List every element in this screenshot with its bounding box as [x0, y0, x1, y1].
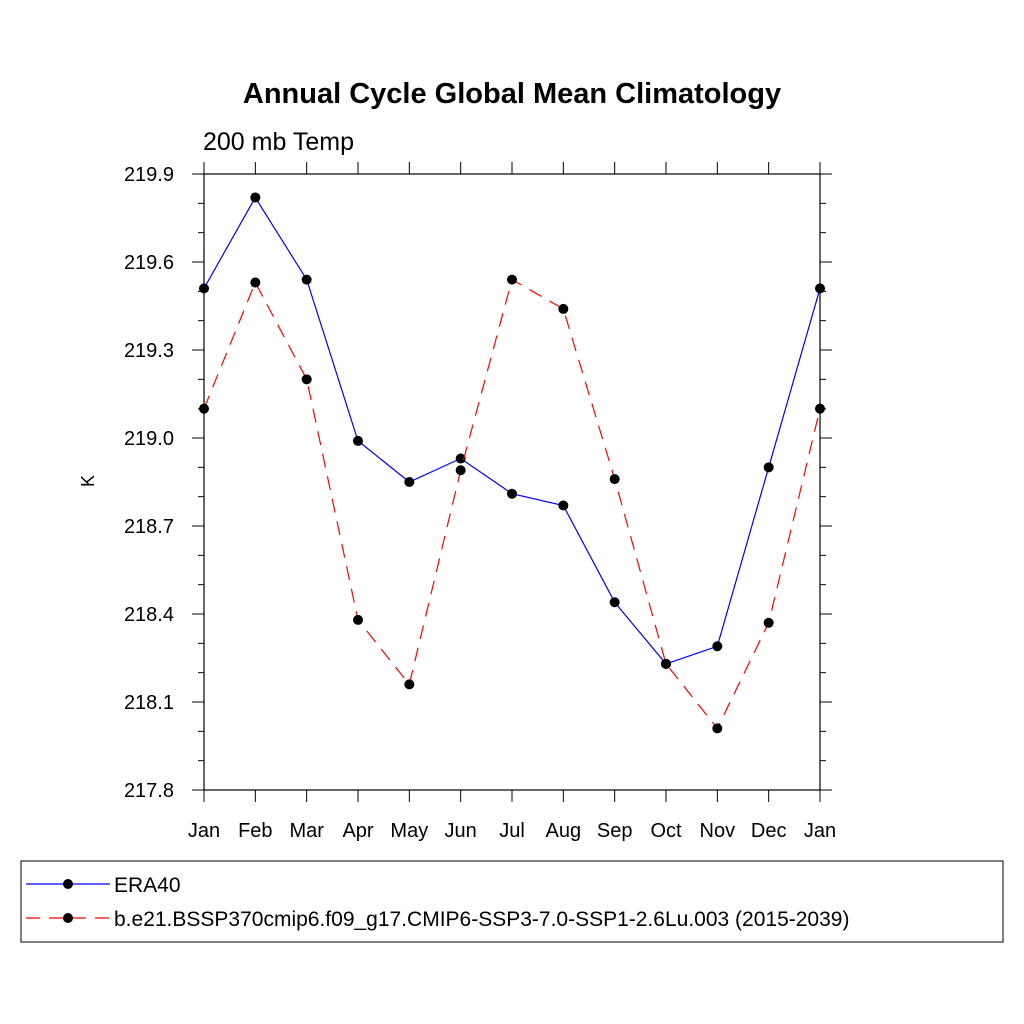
x-tick-label: Mar [289, 820, 324, 842]
data-point [199, 283, 209, 294]
y-tick-label: 219.0 [124, 428, 174, 450]
x-tick-label: Dec [751, 820, 787, 842]
legend-box [20, 860, 1004, 943]
y-tick-label: 218.4 [124, 604, 174, 626]
x-tick-label: May [390, 820, 428, 842]
plot-frame [203, 173, 821, 791]
data-point [609, 474, 620, 485]
x-tick-label: Oct [650, 820, 682, 842]
data-point [353, 435, 363, 446]
y-tick-label: 219.3 [124, 340, 174, 362]
series-group [199, 192, 825, 734]
data-point [815, 283, 825, 294]
y-tick-label: 219.6 [124, 252, 174, 274]
data-point [301, 374, 312, 385]
y-tick-labels: 217.8 218.1 218.4 218.7 219.0 219.3 219.6 219.9 [124, 164, 174, 802]
axis-ticks [192, 162, 832, 802]
y-axis-title: K [78, 475, 98, 487]
data-point [712, 723, 723, 734]
chart-title: Annual Cycle Global Mean Climatology [243, 78, 781, 110]
legend-marker [63, 913, 73, 923]
x-tick-label: Feb [238, 820, 272, 842]
y-tick-label: 217.8 [124, 780, 174, 802]
legend-label-2: b.e21.BSSP370cmip6.f09_g17.CMIP6-SSP3-7.… [114, 908, 849, 931]
x-tick-label: Jan [804, 820, 836, 842]
data-point [558, 500, 569, 511]
data-point [609, 597, 620, 608]
data-point [763, 617, 774, 628]
data-point [455, 453, 466, 464]
data-point [404, 679, 415, 690]
x-tick-label: Jan [188, 820, 220, 842]
y-tick-label: 219.9 [124, 164, 174, 186]
data-point [712, 641, 723, 652]
data-point [763, 462, 774, 473]
data-point [250, 277, 261, 288]
x-tick-label: Jun [445, 820, 477, 842]
legend: ERA40 b.e21.BSSP370cmip6.f09_g17.CMIP6-SS… [26, 874, 849, 931]
data-point [507, 488, 517, 499]
legend-label-1: ERA40 [114, 874, 181, 897]
data-point [301, 274, 312, 285]
series-line-2 [203, 278, 821, 730]
data-point [815, 403, 825, 414]
legend-marker [63, 879, 73, 889]
y-tick-label: 218.7 [124, 516, 174, 538]
data-point [507, 274, 517, 285]
x-tick-labels: Jan Feb Mar Apr May Jun Jul Aug Sep Oct Nov Dec Jan [188, 820, 836, 842]
data-point [250, 192, 261, 203]
data-point [558, 303, 569, 314]
x-tick-label: Jul [499, 820, 525, 842]
data-point [661, 658, 671, 669]
x-tick-label: Aug [546, 820, 582, 842]
data-point [353, 614, 363, 625]
data-point [404, 477, 415, 487]
data-point [199, 403, 209, 414]
y-tick-label: 218.1 [124, 692, 174, 714]
data-point [455, 465, 466, 476]
chart-subtitle: 200 mb Temp [203, 128, 354, 156]
x-tick-label: Sep [597, 820, 633, 842]
x-tick-label: Nov [700, 820, 736, 842]
x-tick-label: Apr [342, 820, 373, 842]
series-line-1 [203, 196, 821, 665]
